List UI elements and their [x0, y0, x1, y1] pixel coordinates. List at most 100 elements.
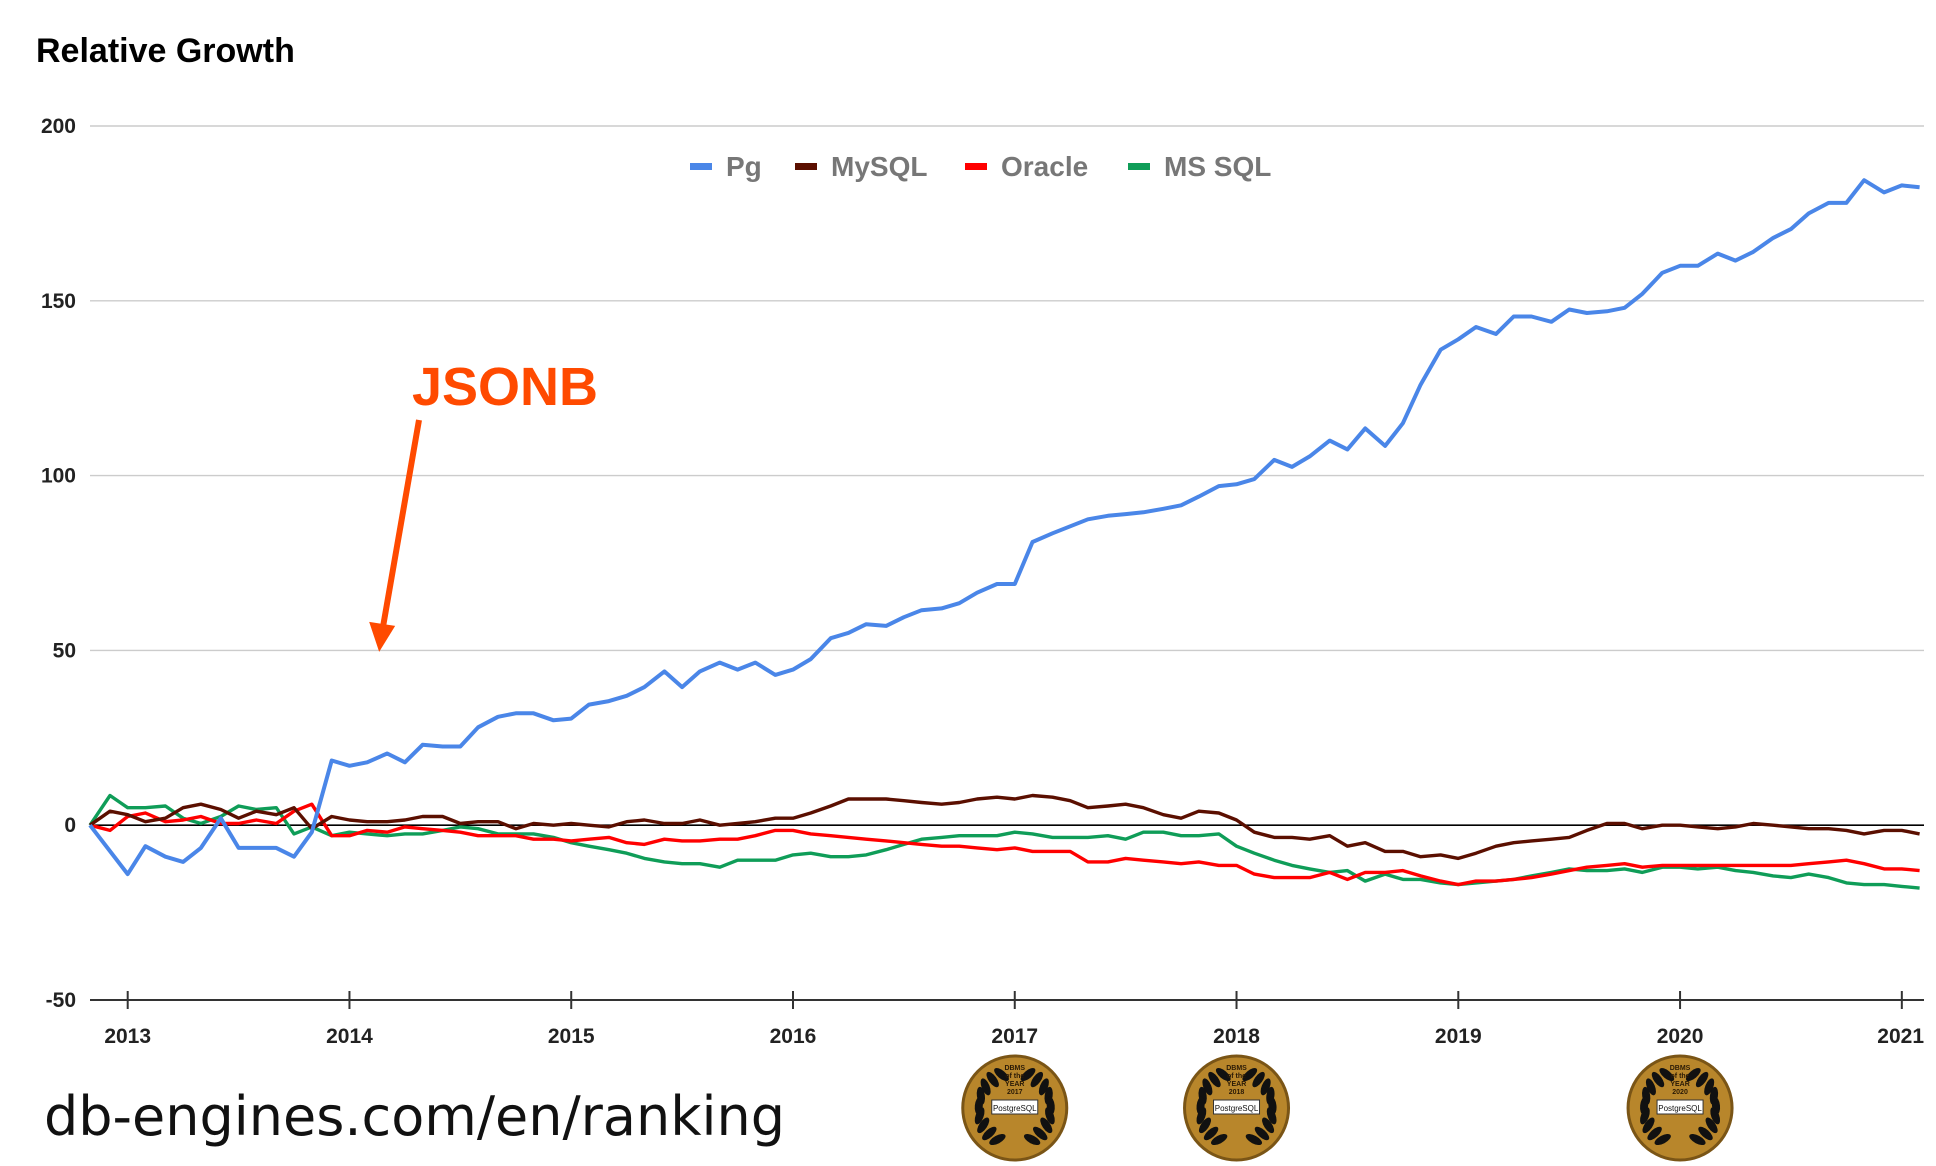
- y-tick-label: 0: [64, 814, 76, 837]
- legend-label: MS SQL: [1164, 151, 1271, 182]
- x-tick-label: 2020: [1657, 1025, 1704, 1048]
- y-tick-label: 100: [41, 465, 76, 488]
- laurel-leaf-icon: [1020, 1067, 1036, 1082]
- x-tick-label: 2021: [1877, 1025, 1924, 1048]
- x-tick-label: 2018: [1213, 1025, 1260, 1048]
- laurel-leaf-icon: [1198, 1117, 1212, 1134]
- laurel-leaf-icon: [1695, 1071, 1709, 1088]
- legend-label: MySQL: [831, 151, 927, 182]
- laurel-leaf-icon: [1647, 1126, 1662, 1141]
- laurel-leaf-icon: [1208, 1071, 1221, 1088]
- laurel-leaf-icon: [1704, 1078, 1715, 1096]
- badge-text: of the: [1227, 1073, 1246, 1080]
- laurel-leaf-icon: [982, 1126, 997, 1141]
- laurel-leaf-icon: [1685, 1067, 1701, 1082]
- laurel-leaf-icon: [1640, 1107, 1650, 1125]
- badge-text: YEAR: [1005, 1081, 1024, 1088]
- badge-text: of the: [1671, 1073, 1690, 1080]
- x-tick-label: 2015: [548, 1025, 595, 1048]
- laurel-leaf-icon: [1202, 1078, 1213, 1096]
- y-tick-label: 150: [41, 290, 76, 313]
- badge-text: of the: [1005, 1073, 1024, 1080]
- y-tick-label: -50: [46, 989, 76, 1012]
- laurel-leaf-icon: [1023, 1134, 1041, 1146]
- laurel-leaf-icon: [974, 1107, 985, 1125]
- laurel-leaf-icon: [1254, 1126, 1270, 1141]
- laurel-leaf-icon: [1245, 1134, 1263, 1146]
- badge-logo-box: [1656, 1099, 1704, 1115]
- source-url: db-engines.com/en/ranking: [44, 1085, 785, 1148]
- badge-logo-box: [1213, 1099, 1261, 1115]
- laurel-leaf-icon: [994, 1067, 1009, 1082]
- x-tick-label: 2017: [991, 1025, 1038, 1048]
- badge-logo-text: PostgreSQL: [1215, 1104, 1259, 1113]
- laurel-leaf-icon: [980, 1078, 991, 1096]
- badge-text: 2017: [1007, 1089, 1023, 1096]
- laurel-leaf-icon: [1651, 1071, 1665, 1088]
- legend-swatch: [1128, 163, 1150, 170]
- laurel-leaf-icon: [1659, 1067, 1675, 1082]
- x-tick-label: 2016: [770, 1025, 817, 1048]
- series-line-pg: [88, 178, 1920, 877]
- legend-swatch: [965, 163, 987, 170]
- laurel-leaf-icon: [1211, 1134, 1228, 1146]
- x-axis: 2013 2014 2015 2016 2017 2018 2019 2020 2021: [104, 991, 1924, 1048]
- annotation-jsonb: JSONB: [369, 357, 598, 652]
- series-lines: [88, 178, 1920, 890]
- laurel-leaf-icon: [989, 1134, 1006, 1146]
- badge-logo-box: [991, 1099, 1039, 1115]
- legend-label: Pg: [726, 151, 762, 182]
- legend: Pg MySQL Oracle MS SQL: [690, 151, 1271, 182]
- badge-text: YEAR: [1670, 1081, 1689, 1088]
- laurel-leaf-icon: [1196, 1107, 1207, 1125]
- badge-text: DBMS: [1226, 1065, 1247, 1072]
- laurel-leaf-icon: [1642, 1117, 1655, 1134]
- laurel-leaf-icon: [1654, 1134, 1671, 1146]
- laurel-leaf-icon: [1260, 1078, 1271, 1096]
- annotation-label: JSONB: [412, 357, 598, 417]
- laurel-leaf-icon: [1689, 1134, 1706, 1146]
- laurel-leaf-icon: [1710, 1107, 1721, 1125]
- badge-text: 2020: [1672, 1089, 1688, 1096]
- annotation-arrowhead: [369, 621, 396, 652]
- laurel-leaf-icon: [1045, 1107, 1055, 1125]
- laurel-leaf-icon: [1033, 1126, 1048, 1141]
- x-tick-label: 2014: [326, 1025, 373, 1048]
- grid-lines: [90, 125, 1924, 1001]
- laurel-leaf-icon: [1262, 1117, 1275, 1134]
- laurel-leaf-icon: [977, 1117, 990, 1134]
- series-line-ms-sql: [88, 793, 1920, 890]
- y-axis: 200 150 100 50 0 -50: [41, 115, 76, 1012]
- annotation-arrow: [380, 419, 422, 627]
- x-tick-label: 2019: [1435, 1025, 1482, 1048]
- laurel-leaf-icon: [1252, 1071, 1265, 1088]
- laurel-leaf-icon: [986, 1071, 999, 1088]
- legend-label: Oracle: [1001, 151, 1088, 182]
- laurel-leaf-icon: [1040, 1117, 1053, 1134]
- badge-logo-text: PostgreSQL: [993, 1104, 1037, 1113]
- x-tick-label: 2013: [104, 1025, 151, 1048]
- chart-title: Relative Growth: [36, 32, 295, 70]
- laurel-leaf-icon: [1242, 1067, 1258, 1082]
- badge-text: DBMS: [1670, 1065, 1691, 1072]
- laurel-leaf-icon: [1215, 1067, 1231, 1082]
- laurel-leaf-icon: [1698, 1126, 1713, 1141]
- legend-swatch: [795, 163, 817, 170]
- y-tick-label: 200: [41, 115, 76, 138]
- badge-text: DBMS: [1004, 1065, 1025, 1072]
- laurel-leaf-icon: [1038, 1078, 1049, 1096]
- laurel-leaf-icon: [1705, 1117, 1718, 1134]
- laurel-leaf-icon: [1645, 1078, 1656, 1096]
- laurel-leaf-icon: [1266, 1107, 1277, 1125]
- legend-swatch: [690, 163, 712, 170]
- badge-text: YEAR: [1227, 1081, 1246, 1088]
- badge-logo-text: PostgreSQL: [1658, 1104, 1702, 1113]
- badge-text: 2018: [1229, 1089, 1245, 1096]
- laurel-leaf-icon: [1203, 1126, 1219, 1141]
- series-line-mysql: [89, 793, 1920, 861]
- laurel-leaf-icon: [1030, 1071, 1044, 1088]
